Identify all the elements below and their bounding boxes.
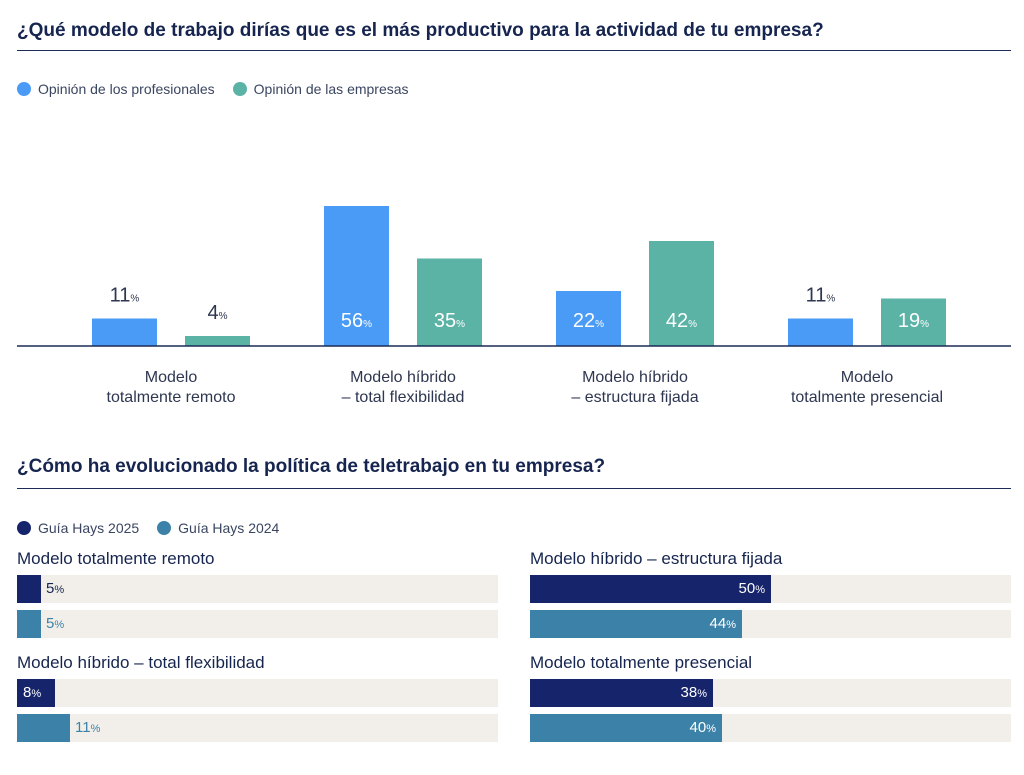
bar-3-1 <box>881 298 946 346</box>
category-label-1-1: – total flexibilidad <box>342 389 465 406</box>
category-label-3: Modelo totalmente presencial <box>530 653 753 672</box>
bar-3-0 <box>530 679 713 707</box>
legend-label-empresas: Opinión de las empresas <box>253 81 409 97</box>
bar-track-2-0: 50% <box>530 575 1011 603</box>
bar-value-label-1-0: 56% <box>341 310 372 332</box>
category-label-2-0: Modelo híbrido <box>582 369 688 386</box>
bar-value-label-1-1: 35% <box>434 310 465 332</box>
bar-value-label-2-1: 44% <box>709 615 736 632</box>
bar-2-0 <box>530 575 771 603</box>
chart2-title: ¿Cómo ha evolucionado la política de tel… <box>17 456 606 477</box>
category-label-3-1: totalmente presencial <box>791 389 943 406</box>
chart2-title-rule <box>17 488 1011 489</box>
legend-swatch-profesionales <box>17 82 31 96</box>
bar-value-label-0-0: 5% <box>46 580 65 597</box>
legend-label-hays2024: Guía Hays 2024 <box>178 520 280 536</box>
bar-0-1 <box>17 610 41 638</box>
bar-3-1 <box>530 714 722 742</box>
bar-3-0 <box>788 318 853 346</box>
category-label-1: Modelo híbrido – total flexibilidad <box>17 653 265 672</box>
bar-value-label-3-0: 11% <box>806 285 836 307</box>
category-label-3-0: Modelo <box>841 369 894 386</box>
legend-label-profesionales: Opinión de los profesionales <box>38 81 215 97</box>
chart2-legend: Guía Hays 2025 Guía Hays 2024 <box>17 520 297 536</box>
category-label-2-1: – estructura fijada <box>571 389 698 406</box>
legend-item-profesionales: Opinión de los profesionales <box>17 81 215 97</box>
category-label-0-1: totalmente remoto <box>107 389 236 406</box>
legend-swatch-empresas <box>232 82 247 96</box>
bar-track-1-0: 8% <box>17 679 498 707</box>
chart1-plot: 11% 4% Modelo totalmente remoto 56% 35% Modelo… <box>17 206 1011 406</box>
category-label-2: Modelo híbrido – estructura fijada <box>530 549 783 568</box>
legend-item-hays2025: Guía Hays 2025 <box>17 520 139 536</box>
bar-value-label-1-1: 11% <box>75 719 101 736</box>
legend-label-hays2025: Guía Hays 2025 <box>38 520 140 536</box>
legend-swatch-hays2025 <box>17 521 31 535</box>
bar-value-label-0-0: 11% <box>110 285 140 307</box>
bar-value-label-1-0: 8% <box>23 684 42 701</box>
bar-track-3-0: 38% <box>530 679 1011 707</box>
bar-track-1-1: 11% <box>17 714 498 742</box>
category-label-0: Modelo totalmente remoto <box>17 549 215 568</box>
category-label-1-0: Modelo híbrido <box>350 369 456 386</box>
chart1-legend: Opinión de los profesionales Opinión de … <box>17 81 427 97</box>
bar-2-0 <box>556 291 621 346</box>
bar-1-1 <box>417 258 482 346</box>
bar-track-3-1: 40% <box>530 714 1011 742</box>
bar-track-2-1: 44% <box>530 610 1011 638</box>
bar-track-0-1: 5% <box>17 610 498 638</box>
bar-value-label-3-0: 38% <box>680 684 707 701</box>
legend-swatch-hays2024 <box>157 521 172 535</box>
chart1-title-rule <box>17 50 1011 51</box>
bar-value-label-2-0: 22% <box>573 310 604 332</box>
bar-value-label-3-1: 40% <box>689 719 716 736</box>
legend-item-hays2024: Guía Hays 2024 <box>157 520 279 536</box>
legend-item-empresas: Opinión de las empresas <box>232 81 409 97</box>
bar-2-1 <box>649 241 714 346</box>
bar-value-label-0-1: 4% <box>207 302 227 324</box>
bar-value-label-3-1: 19% <box>898 310 929 332</box>
bar-1-0 <box>17 679 55 707</box>
bar-0-0 <box>17 575 41 603</box>
bar-0-1 <box>185 336 250 346</box>
bar-track-0-0: 5% <box>17 575 498 603</box>
bar-value-label-2-0: 50% <box>738 580 765 597</box>
bar-0-0 <box>92 318 157 346</box>
bar-value-label-2-1: 42% <box>666 310 697 332</box>
chart1-title: ¿Qué modelo de trabajo dirías que es el … <box>17 20 824 41</box>
bar-1-0 <box>324 206 389 346</box>
bar-1-1 <box>17 714 70 742</box>
bar-value-label-0-1: 5% <box>46 615 65 632</box>
bar-2-1 <box>530 610 742 638</box>
category-label-0-0: Modelo <box>145 369 198 386</box>
